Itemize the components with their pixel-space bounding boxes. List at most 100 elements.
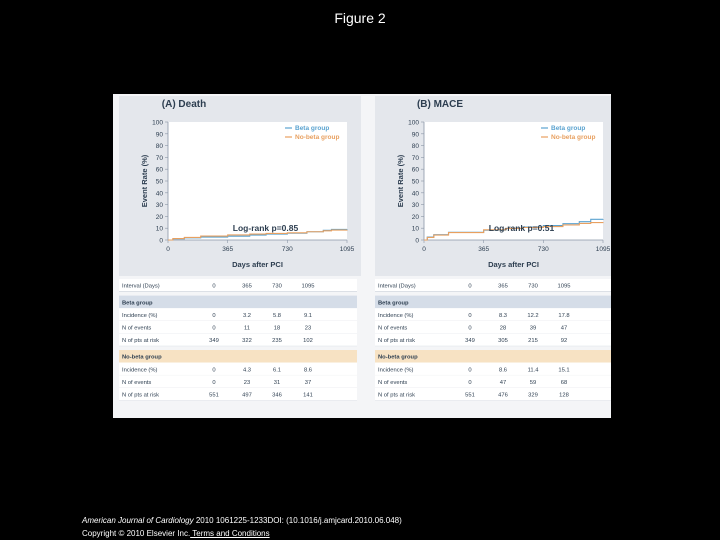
- y-axis-label: Event Rate (%): [140, 154, 149, 207]
- x-tick-label: 730: [538, 246, 549, 253]
- copyright-line: Copyright © 2010 Elsevier Inc. Terms and…: [82, 527, 402, 540]
- table-cell: 11.4: [528, 367, 540, 373]
- group-header-bg: [119, 295, 357, 309]
- table-cell: 215: [528, 338, 538, 344]
- table-row-bg: [375, 362, 611, 376]
- table-cell: 322: [242, 338, 252, 344]
- table-row-bg: [119, 308, 357, 321]
- table-cell: 47: [500, 380, 506, 386]
- table-cell: 305: [498, 338, 508, 344]
- table-row-bg: [375, 308, 611, 321]
- table-row-bg: [375, 387, 611, 401]
- table-cell: 92: [561, 338, 567, 344]
- table-row-bg: [119, 375, 357, 388]
- citation-journal: American Journal of Cardiology: [82, 516, 194, 525]
- risk-table-0: Interval (Days) 0 365 730 1095 Beta group Inci…: [119, 279, 357, 401]
- table-row-label: Incidence (%): [122, 367, 158, 373]
- table-header-cell: 365: [242, 284, 252, 290]
- y-tick-label: 100: [152, 120, 163, 127]
- group-header-bg: [119, 350, 357, 363]
- table-header-cell: 0: [468, 284, 471, 290]
- table-cell: 28: [500, 326, 506, 332]
- log-rank-annotation: Log-rank p=0.51: [489, 223, 555, 233]
- y-axis-label: Event Rate (%): [396, 154, 405, 207]
- table-cell: 102: [303, 338, 313, 344]
- chart-title: (B) MACE: [417, 99, 463, 110]
- table-cell: 12.2: [527, 313, 538, 319]
- group-header-label: Beta group: [378, 300, 409, 306]
- table-header-cell: 1095: [558, 284, 571, 290]
- table-cell: 23: [244, 380, 250, 386]
- group-header-bg: [375, 350, 611, 363]
- table-cell: 9.1: [304, 313, 312, 319]
- y-tick-label: 70: [156, 155, 164, 162]
- table-cell: 8.6: [304, 367, 312, 373]
- table-cell: 8.3: [499, 313, 507, 319]
- table-cell: 6.1: [273, 367, 281, 373]
- x-tick-label: 365: [222, 246, 233, 253]
- table-row-label: Incidence (%): [122, 313, 158, 319]
- chart-title: (A) Death: [162, 99, 206, 110]
- y-tick-label: 90: [156, 131, 164, 138]
- table-cell: 17.8: [558, 313, 569, 319]
- table-row-label: N of events: [122, 326, 151, 332]
- table-row-bg: [119, 387, 357, 401]
- copyright-text: Copyright © 2010 Elsevier Inc.: [82, 529, 191, 538]
- footer: American Journal of Cardiology 2010 1061…: [82, 514, 402, 540]
- x-tick-label: 365: [478, 246, 489, 253]
- y-tick-label: 50: [156, 179, 164, 186]
- table-cell: 39: [530, 326, 536, 332]
- y-tick-label: 40: [412, 190, 420, 197]
- y-tick-label: 0: [415, 238, 419, 245]
- series-line-nobeta: [168, 229, 348, 241]
- citation-text: 2010 1061225-1233DOI: (10.1016/j.amjcard…: [193, 516, 402, 525]
- y-tick-label: 50: [412, 179, 420, 186]
- table-header-cell: 1095: [302, 284, 315, 290]
- table-row-label: N of events: [378, 326, 407, 332]
- table-row-label: Incidence (%): [378, 367, 414, 373]
- table-cell: 551: [209, 393, 219, 399]
- table-cell: 235: [272, 338, 282, 344]
- table-row-bg: [375, 320, 611, 334]
- slide-title: Figure 2: [334, 10, 386, 26]
- y-tick-label: 60: [156, 167, 164, 174]
- table-header-cell: Interval (Days): [378, 284, 416, 290]
- table-cell: 47: [561, 326, 567, 332]
- y-tick-label: 60: [412, 167, 420, 174]
- table-cell: 349: [209, 338, 219, 344]
- log-rank-annotation: Log-rank p=0.85: [233, 223, 299, 233]
- x-tick-label: 1095: [340, 246, 355, 253]
- table-row-bg: [375, 375, 611, 388]
- table-row-label: Incidence (%): [378, 313, 414, 319]
- x-axis-label: Days after PCI: [488, 260, 539, 269]
- table-row-label: N of events: [122, 380, 151, 386]
- y-tick-label: 100: [408, 120, 419, 127]
- table-row-label: N of pts at risk: [378, 338, 415, 344]
- table-row-label: N of pts at risk: [378, 393, 415, 399]
- series-line-nobeta: [424, 221, 604, 241]
- chart-panel-0: (A) Death 0 10 20 30 40 50 60 70 80 90 100 0 365 730 10…: [119, 96, 361, 276]
- y-tick-label: 20: [156, 214, 164, 221]
- legend-label: No-beta group: [551, 134, 595, 141]
- terms-link[interactable]: Terms and Conditions: [190, 529, 270, 538]
- table-cell: 476: [498, 393, 508, 399]
- x-tick-label: 1095: [596, 246, 611, 253]
- legend-label: Beta group: [295, 125, 329, 132]
- group-header-label: No-beta group: [122, 355, 162, 361]
- table-cell: 0: [468, 326, 471, 332]
- table-cell: 8.6: [499, 367, 507, 373]
- table-cell: 346: [272, 393, 282, 399]
- table-cell: 0: [468, 380, 471, 386]
- table-cell: 0: [212, 380, 215, 386]
- table-cell: 0: [468, 367, 471, 373]
- table-cell: 59: [530, 380, 536, 386]
- table-header-cell: 730: [528, 284, 538, 290]
- x-tick-label: 0: [166, 246, 170, 253]
- table-header-bg: [119, 279, 357, 292]
- y-tick-label: 40: [156, 190, 164, 197]
- table-cell: 329: [528, 393, 538, 399]
- y-tick-label: 90: [412, 131, 420, 138]
- table-cell: 4.3: [243, 367, 251, 373]
- plot-area: [168, 122, 347, 240]
